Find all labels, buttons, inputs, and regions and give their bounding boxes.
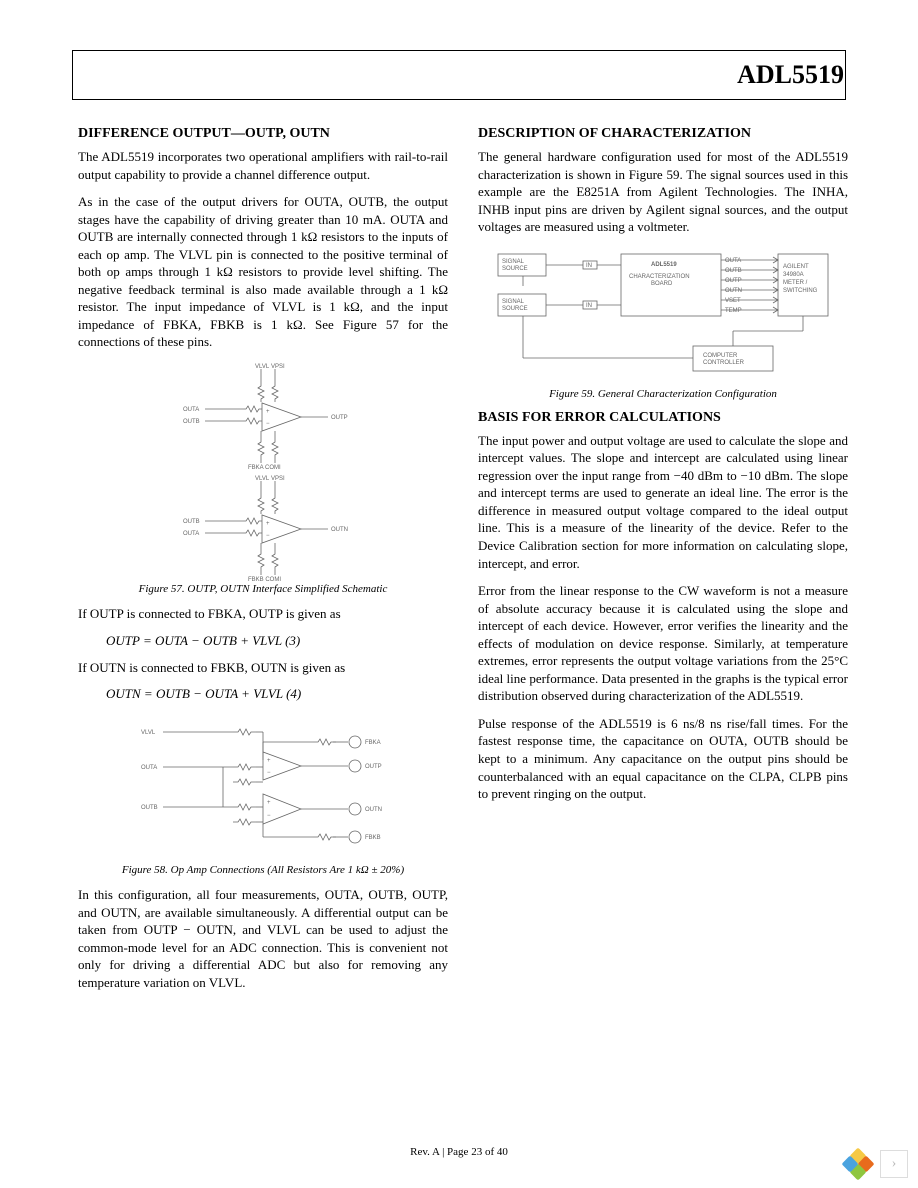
body-text: Error from the linear response to the CW… (478, 582, 848, 705)
svg-text:VLVL: VLVL (255, 476, 270, 482)
svg-text:TEMP: TEMP (725, 308, 742, 314)
svg-text:−: − (267, 813, 271, 819)
svg-text:+: + (267, 800, 271, 806)
svg-text:VLVL: VLVL (255, 364, 270, 370)
section-heading-desc-char: DESCRIPTION OF CHARACTERIZATION (478, 126, 848, 142)
svg-text:OUTN: OUTN (725, 288, 742, 294)
left-column: DIFFERENCE OUTPUT—OUTP, OUTN The ADL5519… (78, 120, 448, 1001)
body-text: The input power and output voltage are u… (478, 432, 848, 572)
svg-text:IN: IN (586, 263, 592, 269)
svg-text:+: + (267, 758, 271, 764)
svg-text:OUTP: OUTP (725, 278, 742, 284)
svg-text:FBKB COMI: FBKB COMI (248, 577, 281, 581)
right-column: DESCRIPTION OF CHARACTERIZATION The gene… (478, 120, 848, 1001)
svg-text:SIGNALSOURCE: SIGNALSOURCE (502, 299, 528, 312)
svg-text:VPSI: VPSI (271, 476, 285, 482)
section-heading-error-calc: BASIS FOR ERROR CALCULATIONS (478, 410, 848, 426)
body-text: Pulse response of the ADL5519 is 6 ns/8 … (478, 715, 848, 803)
svg-text:VPSI: VPSI (271, 364, 285, 370)
equation-4: OUTN = OUTB − OUTA + VLVL (4) (106, 686, 448, 702)
svg-text:−: − (266, 533, 270, 539)
svg-text:FBKA: FBKA (365, 740, 381, 746)
svg-text:OUTP: OUTP (365, 764, 382, 770)
body-text: The ADL5519 incorporates two operational… (78, 148, 448, 183)
page-footer: Rev. A | Page 23 of 40 (0, 1146, 918, 1158)
svg-text:OUTA: OUTA (725, 258, 741, 264)
body-text: As in the case of the output drivers for… (78, 193, 448, 351)
body-text: The general hardware configuration used … (478, 148, 848, 236)
figure-59-caption: Figure 59. General Characterization Conf… (478, 388, 848, 400)
equation-3: OUTP = OUTA − OUTB + VLVL (3) (106, 633, 448, 649)
svg-text:IN: IN (586, 303, 592, 309)
svg-text:CHARACTERIZATIONBOARD: CHARACTERIZATIONBOARD (629, 274, 690, 287)
svg-text:VSET: VSET (725, 298, 741, 304)
body-text: In this configuration, all four measurem… (78, 886, 448, 991)
svg-text:OUTN: OUTN (365, 807, 382, 813)
svg-text:−: − (267, 770, 271, 776)
svg-text:+: + (266, 409, 270, 415)
svg-text:OUTA: OUTA (183, 531, 199, 537)
svg-text:ADL5519: ADL5519 (651, 262, 677, 268)
doc-title: ADL5519 (737, 60, 844, 90)
section-heading-diff-output: DIFFERENCE OUTPUT—OUTP, OUTN (78, 126, 448, 142)
svg-text:OUTA: OUTA (183, 407, 199, 413)
svg-text:FBKA COMI: FBKA COMI (248, 465, 281, 471)
body-text: If OUTN is connected to FBKB, OUTN is gi… (78, 659, 448, 677)
svg-text:OUTB: OUTB (183, 419, 200, 425)
svg-text:SIGNALSOURCE: SIGNALSOURCE (502, 259, 528, 272)
svg-text:FBKB: FBKB (365, 835, 381, 841)
svg-text:OUTP: OUTP (331, 415, 348, 421)
body-text: If OUTP is connected to FBKA, OUTP is gi… (78, 605, 448, 623)
figure-58-schematic: + − + − VL (133, 712, 393, 862)
svg-text:COMPUTERCONTROLLER: COMPUTERCONTROLLER (703, 353, 745, 366)
svg-text:OUTB: OUTB (183, 519, 200, 525)
viewer-widget: › (844, 1150, 908, 1178)
svg-text:OUTB: OUTB (725, 268, 742, 274)
svg-text:VLVL: VLVL (141, 730, 156, 736)
svg-text:AGILENT34980AMETER /SWITCHING: AGILENT34980AMETER /SWITCHING (783, 264, 818, 294)
svg-text:OUTA: OUTA (141, 765, 157, 771)
svg-text:+: + (266, 521, 270, 527)
two-column-layout: DIFFERENCE OUTPUT—OUTP, OUTN The ADL5519… (78, 120, 848, 1001)
figure-58-caption: Figure 58. Op Amp Connections (All Resis… (78, 864, 448, 876)
figure-57-schematic: + − VLVL VPSI OUTA OUTB OUTP FBKA COMI (163, 361, 363, 581)
svg-text:OUTN: OUTN (331, 527, 348, 533)
next-page-button[interactable]: › (880, 1150, 908, 1178)
svg-text:OUTB: OUTB (141, 805, 158, 811)
viewer-logo-icon (844, 1150, 872, 1178)
figure-57-caption: Figure 57. OUTP, OUTN Interface Simplifi… (78, 583, 448, 595)
figure-59-block-diagram: SIGNALSOURCE SIGNALSOURCE IN IN ADL5519 … (493, 246, 833, 386)
svg-text:−: − (266, 421, 270, 427)
header-rule (72, 50, 846, 100)
